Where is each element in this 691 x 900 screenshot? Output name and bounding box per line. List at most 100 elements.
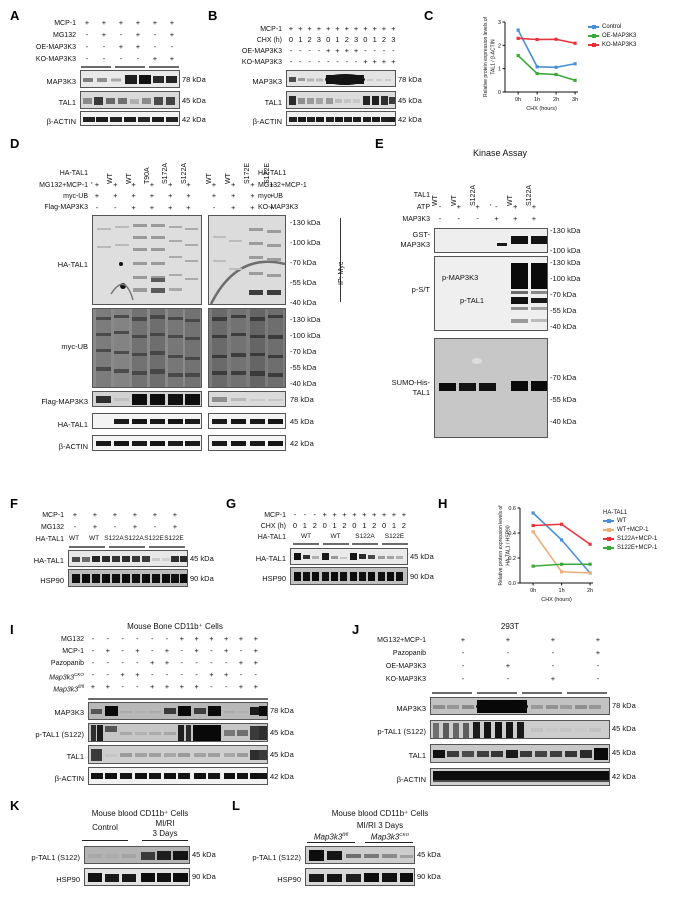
symbol-i-r3-c0: -: [91, 670, 95, 679]
mw-d-mycub-4: -40 kDa: [290, 379, 317, 388]
symbol-i-r4-c0: +: [90, 682, 96, 691]
symbol-d-left-r2-c1: +: [113, 191, 118, 200]
symbol-b-r0-c5: +: [335, 24, 340, 33]
blot-label-k-0: p-TAL1 (S122): [31, 853, 80, 862]
symbol-b-r0-c3: +: [316, 24, 322, 33]
mw-d-mycub-3: -55 kDa: [290, 363, 317, 372]
symbol-b-r2-c6: +: [344, 46, 349, 55]
symbol-b-r1-c11: 3: [391, 35, 396, 44]
row-label-j-1: Pazopanib: [392, 650, 426, 657]
lane-label-f-1: WT: [88, 535, 100, 542]
symbol-j-r2-c3: -: [596, 661, 600, 670]
symbol-a-r2-c3: +: [135, 42, 141, 51]
symbol-j-r2-c2: -: [551, 661, 555, 670]
symbol-g-r0-c9: +: [381, 510, 387, 519]
mw-label-k-0: 45 kDa: [192, 850, 216, 859]
symbol-d-right-r1-c3: +: [269, 179, 274, 189]
blot-k-ptal1: [84, 846, 190, 864]
symbol-d-left-r1-c0: +: [94, 179, 100, 189]
blot-a-actin: [80, 111, 180, 126]
mw-d-mycub-1: -100 kDa: [290, 331, 321, 340]
blot-label-l-1: HSP90: [277, 875, 301, 884]
blot-a-tal1: [80, 91, 180, 109]
row-label-d-3: Flag-MAP3K3: [44, 204, 88, 211]
symbol-g-r1-c3: 0: [322, 521, 327, 530]
blot-a-map3k3: [80, 70, 180, 88]
panel-i: Mouse Bone CD11b⁺ Cells MG132 MCP-1 Pazo…: [0, 620, 345, 800]
symbol-f-r1-c3: +: [132, 522, 138, 531]
mw-label-d-3: 45 kDa: [290, 417, 314, 426]
symbol-d-right-r2-c1: +: [230, 191, 236, 200]
legend-item-OE-MAP3K3: OE-MAP3K3: [588, 33, 636, 39]
symbol-i-r2-c0: -: [91, 658, 95, 667]
blot-d-hatal1-ip-left: [92, 215, 202, 305]
symbol-b-r3-c5: -: [336, 57, 339, 66]
mw-label-j-2: 45 kDa: [612, 748, 636, 757]
symbol-i-r1-c6: -: [180, 646, 184, 655]
legend-swatch: [603, 527, 614, 532]
lane-group-g-2: S122A: [355, 533, 375, 540]
symbol-b-r1-c7: 3: [354, 35, 359, 44]
panel-j: 293T MG132+MCP-1 Pazopanib OE-MAP3K3 KO-…: [340, 620, 691, 800]
symbol-i-r1-c9: +: [223, 646, 229, 655]
legend-swatch: [588, 33, 599, 38]
mw-d-hatal1-0: -130 kDa: [290, 218, 321, 227]
symbol-i-r4-c11: +: [253, 682, 258, 691]
lane-bar-i-0: [88, 698, 268, 700]
symbol-i-r3-c4: -: [150, 670, 154, 679]
symbol-f-r1-c0: -: [73, 522, 77, 531]
symbol-b-r1-c2: 2: [307, 35, 312, 44]
symbol-i-r2-c4: +: [149, 658, 155, 667]
panel-l-group1-text: Map3k3: [313, 832, 343, 842]
mw-label-f-1: 90 kDa: [190, 574, 214, 583]
mw-e-pst-2: -70 kDa: [550, 290, 577, 299]
mw-e-sumo-1: -55 kDa: [550, 395, 577, 404]
svg-text:Relative protein expression le: Relative protein expression levels of: [483, 16, 489, 97]
panel-label-d: D: [10, 136, 20, 151]
symbol-b-r1-c8: 0: [363, 35, 368, 44]
symbol-g-r1-c9: 0: [382, 521, 387, 530]
symbol-j-r0-c0: +: [460, 635, 466, 644]
symbol-e-r2-c3: +: [494, 214, 499, 223]
symbol-i-r2-c7: -: [195, 658, 198, 667]
symbol-f-r1-c1: +: [92, 522, 98, 531]
panel-l-group2-text: Map3k3: [370, 832, 400, 842]
mw-label-e-0-1: -100 kDa: [550, 246, 581, 255]
symbol-j-r3-c1: -: [506, 674, 510, 683]
blot-label-l-0: p-TAL1 (S122): [252, 853, 301, 862]
blot-label-d-2: Flag-MAP3K3: [41, 397, 88, 406]
symbol-g-r1-c7: 1: [362, 521, 367, 530]
blot-label-b-0: MAP3K3: [252, 77, 282, 86]
symbol-g-r1-c1: 1: [302, 521, 307, 530]
symbol-b-r1-c9: 1: [372, 35, 377, 44]
row-label-g-2: HA-TAL1: [257, 534, 286, 541]
symbol-b-r0-c2: +: [307, 24, 312, 33]
mw-e-sumo-2: -40 kDa: [550, 417, 577, 426]
group-underline-l-2: [365, 842, 413, 843]
symbol-f-r0-c5: +: [172, 510, 178, 519]
symbol-d-left-r2-c2: +: [131, 191, 136, 200]
mw-label-b-1: 45 kDa: [398, 96, 422, 105]
symbol-b-r1-c5: 1: [335, 35, 340, 44]
symbol-i-r4-c4: +: [149, 682, 155, 691]
symbol-i-r1-c1: +: [105, 646, 110, 655]
blot-d-flagmap3k3-left: [92, 391, 202, 407]
panel-l-group1: Map3k3fl/fl: [303, 832, 359, 842]
row-label-a-2: OE-MAP3K3: [35, 44, 76, 51]
symbol-f-r1-c4: -: [153, 522, 157, 531]
lane-label-f-3: S122A: [124, 535, 144, 542]
row-label-e-1: ATP: [416, 204, 430, 211]
row-label-a-1: MG132: [53, 32, 76, 39]
blot-label-e-0b: MAP3K3: [400, 240, 430, 249]
row-label-e-0: TAL1: [413, 192, 430, 199]
row-label-j-3: KO-MAP3K3: [385, 676, 426, 683]
symbol-i-r4-c1: +: [105, 682, 110, 691]
blot-label-g-0: HA-TAL1: [255, 554, 286, 563]
row-label-d-2: myc-UB: [63, 193, 88, 200]
symbol-b-r3-c2: -: [308, 57, 311, 66]
blot-label-e-1: p-S/T: [411, 285, 430, 294]
legend-label: OE-MAP3K3: [602, 33, 637, 39]
mw-e-sumo-0: -70 kDa: [550, 373, 577, 382]
panel-label-a: A: [10, 8, 20, 23]
blot-label-i-0: MAP3K3: [54, 708, 84, 717]
